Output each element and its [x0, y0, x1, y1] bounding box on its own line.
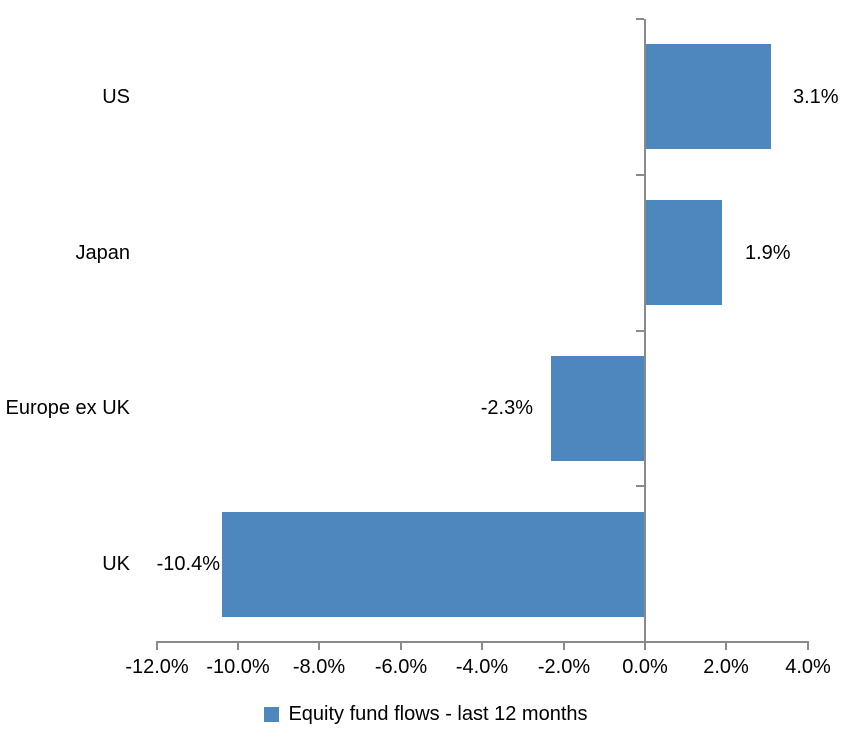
y-tick [636, 485, 644, 487]
legend-label: Equity fund flows - last 12 months [288, 703, 588, 725]
x-tick [156, 642, 158, 650]
y-tick [636, 18, 644, 20]
x-tick-label: -8.0% [292, 656, 346, 678]
category-label: Japan [75, 242, 131, 264]
legend-swatch [264, 707, 280, 722]
x-tick-label: 0.0% [622, 656, 668, 678]
x-tick [807, 642, 809, 650]
bar [222, 512, 645, 617]
x-tick [400, 642, 402, 650]
x-tick [237, 642, 239, 650]
bar-value-label: 1.9% [745, 242, 791, 264]
y-axis-line [644, 19, 646, 642]
category-label: UK [102, 553, 130, 575]
bar [645, 44, 771, 149]
x-tick-label: -6.0% [374, 656, 428, 678]
x-tick [644, 642, 646, 650]
x-tick-label: -2.0% [537, 656, 591, 678]
bar [551, 356, 645, 461]
y-tick [636, 641, 644, 643]
y-tick [636, 174, 644, 176]
bar-value-label: 3.1% [793, 86, 839, 108]
category-label: US [102, 86, 130, 108]
x-tick-label: -4.0% [455, 656, 509, 678]
x-tick-label: 2.0% [703, 656, 749, 678]
x-tick-label: -10.0% [206, 656, 270, 678]
x-tick-label: 4.0% [785, 656, 831, 678]
x-tick [318, 642, 320, 650]
x-tick [563, 642, 565, 650]
y-tick [636, 330, 644, 332]
x-tick-label: -12.0% [125, 656, 189, 678]
x-tick [725, 642, 727, 650]
bar-value-label: -2.3% [480, 397, 533, 419]
category-label: Europe ex UK [5, 397, 130, 419]
legend: Equity fund flows - last 12 months [0, 703, 852, 726]
bar [645, 200, 722, 305]
bar-value-label: -10.4% [156, 553, 220, 575]
x-tick [481, 642, 483, 650]
